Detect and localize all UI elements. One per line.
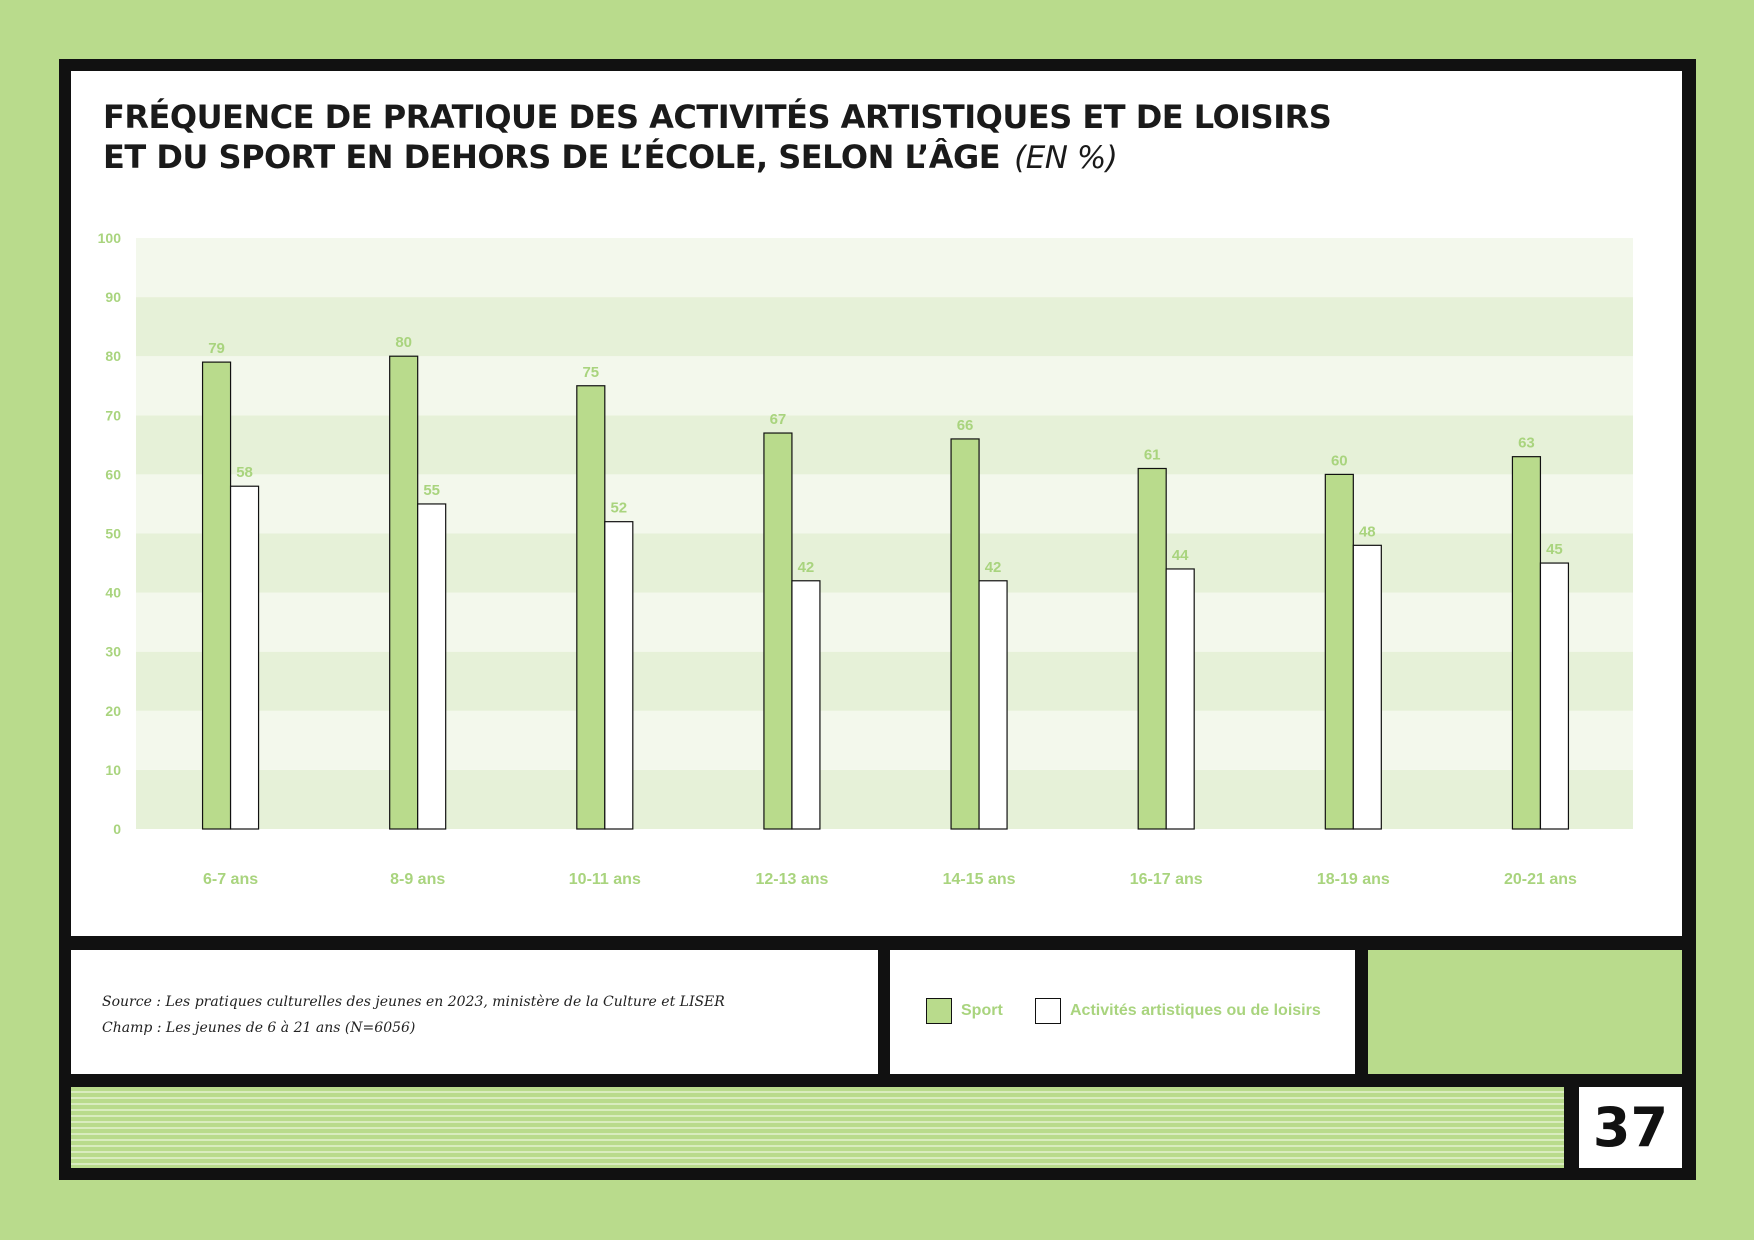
data-label: 80 bbox=[395, 334, 412, 351]
bar-arts bbox=[604, 521, 634, 830]
data-label: 79 bbox=[208, 340, 225, 357]
scope-line: Champ : Les jeunes de 6 à 21 ans (N=6056… bbox=[102, 1020, 416, 1036]
x-tick-label: 14-15 ans bbox=[943, 871, 1016, 888]
bar-arts bbox=[1165, 568, 1195, 830]
page-number: 37 bbox=[1592, 1096, 1669, 1159]
x-tick-label: 8-9 ans bbox=[390, 871, 445, 888]
legend-label-sport: Sport bbox=[961, 1002, 1003, 1019]
data-label: 44 bbox=[1172, 547, 1189, 564]
bar-sport bbox=[1511, 456, 1542, 830]
y-tick-label: 30 bbox=[105, 644, 121, 660]
data-label: 75 bbox=[582, 364, 599, 381]
x-tick-label: 16-17 ans bbox=[1130, 871, 1203, 888]
bar-sport bbox=[763, 432, 793, 830]
y-tick-label: 40 bbox=[105, 585, 121, 601]
source-line: Source : Les pratiques culturelles des j… bbox=[102, 994, 725, 1010]
grid-band bbox=[136, 533, 1633, 593]
grid-band bbox=[136, 769, 1633, 829]
bar-arts bbox=[1352, 544, 1382, 830]
y-tick-label: 80 bbox=[105, 348, 121, 364]
x-tick-label: 6-7 ans bbox=[203, 871, 258, 888]
data-label: 48 bbox=[1359, 523, 1376, 540]
x-tick-label: 18-19 ans bbox=[1317, 871, 1390, 888]
title-unit: (EN %) bbox=[1014, 140, 1118, 176]
grid-band bbox=[136, 651, 1633, 711]
bar-chart: 0 10 20 30 40 50 60 70 80 90 100 79 58 6-7 ans 80 55 8-9… bbox=[98, 230, 1633, 888]
data-label: 52 bbox=[610, 500, 627, 517]
grid-band bbox=[136, 415, 1633, 475]
title-line-2: ET DU SPORT EN DEHORS DE L’ÉCOLE, SELON … bbox=[103, 138, 1001, 176]
data-label: 42 bbox=[985, 559, 1002, 576]
bar-sport bbox=[950, 438, 980, 830]
legend-swatch-arts bbox=[1035, 998, 1061, 1024]
source-note: Source : Les pratiques culturelles des j… bbox=[102, 989, 725, 1041]
legend: Sport Activités artistiques ou de loisir… bbox=[890, 950, 1355, 1074]
x-tick-label: 10-11 ans bbox=[569, 871, 641, 888]
bar-sport bbox=[201, 361, 232, 830]
data-label: 60 bbox=[1331, 452, 1348, 469]
bar-sport bbox=[389, 355, 419, 830]
y-tick-label: 20 bbox=[105, 703, 121, 719]
source-panel: Source : Les pratiques culturelles des j… bbox=[71, 950, 878, 1074]
x-tick-label: 20-21 ans bbox=[1504, 871, 1577, 888]
bar-sport bbox=[576, 385, 606, 830]
decorative-green-box bbox=[1368, 950, 1682, 1074]
page-number-box: 37 bbox=[1579, 1087, 1682, 1168]
bar-arts bbox=[1539, 562, 1570, 830]
y-tick-label: 70 bbox=[105, 407, 121, 423]
grid-band bbox=[136, 474, 1633, 534]
legend-label-arts: Activités artistiques ou de loisirs bbox=[1070, 1002, 1321, 1019]
bar-sport bbox=[1324, 473, 1354, 830]
data-label: 66 bbox=[957, 417, 974, 434]
grid-band bbox=[136, 710, 1633, 770]
bar-arts bbox=[978, 580, 1008, 830]
data-label: 63 bbox=[1518, 435, 1535, 452]
decorative-stripes bbox=[71, 1087, 1564, 1168]
legend-item-sport: Sport bbox=[926, 998, 1003, 1024]
y-tick-label: 90 bbox=[105, 289, 121, 305]
data-label: 58 bbox=[236, 464, 253, 481]
data-label: 55 bbox=[423, 482, 440, 499]
grid-band bbox=[136, 592, 1633, 652]
grid-band bbox=[136, 238, 1633, 298]
grid-band bbox=[136, 356, 1633, 416]
data-label: 45 bbox=[1546, 541, 1563, 558]
chart-title: FRÉQUENCE DE PRATIQUE DES ACTIVITÉS ARTI… bbox=[103, 97, 1332, 178]
title-line-1: FRÉQUENCE DE PRATIQUE DES ACTIVITÉS ARTI… bbox=[103, 98, 1332, 136]
data-label: 61 bbox=[1144, 446, 1161, 463]
y-tick-label: 0 bbox=[113, 821, 121, 837]
y-tick-label: 60 bbox=[105, 466, 121, 482]
bar-arts bbox=[791, 580, 821, 830]
grid-band bbox=[136, 297, 1633, 357]
bar-sport bbox=[1137, 467, 1167, 830]
x-tick-label: 12-13 ans bbox=[755, 871, 828, 888]
data-label: 67 bbox=[770, 411, 787, 428]
bar-arts bbox=[229, 485, 260, 830]
legend-swatch-sport bbox=[926, 998, 952, 1024]
legend-item-arts: Activités artistiques ou de loisirs bbox=[1035, 998, 1321, 1024]
bar-arts bbox=[417, 503, 447, 830]
data-label: 42 bbox=[798, 559, 815, 576]
y-tick-label: 100 bbox=[98, 230, 122, 246]
y-tick-label: 50 bbox=[105, 526, 121, 542]
y-tick-label: 10 bbox=[105, 762, 121, 778]
